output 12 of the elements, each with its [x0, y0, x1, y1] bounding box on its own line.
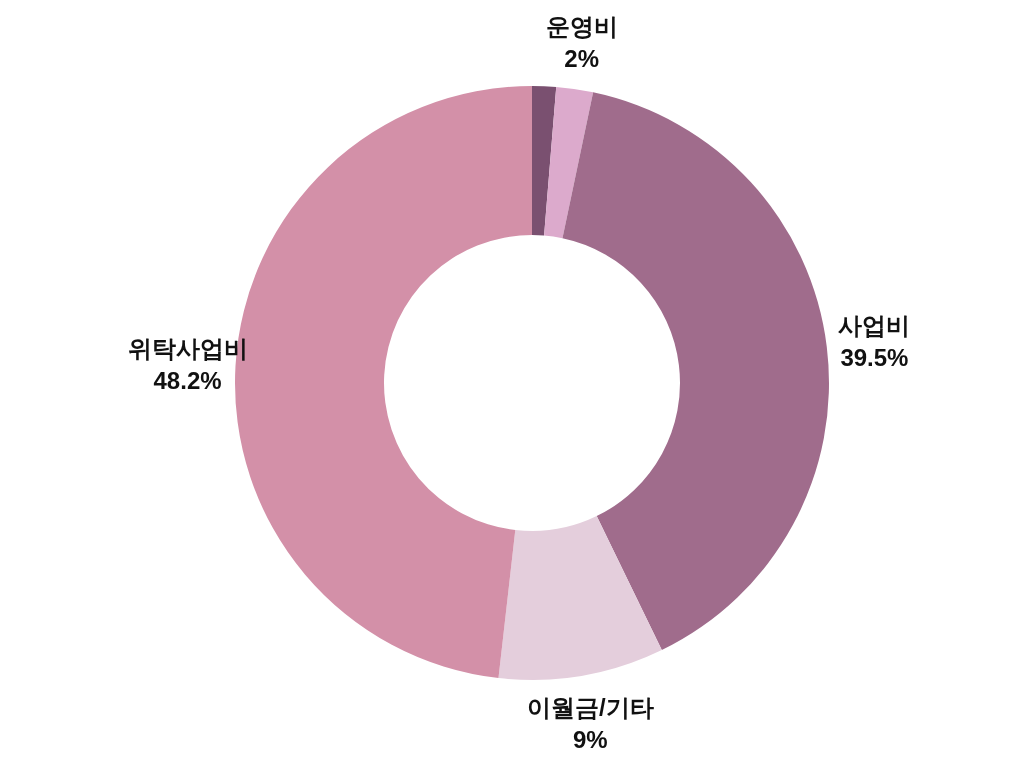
slice-label: 위탁사업비 [127, 334, 248, 362]
donut-slice [532, 86, 557, 236]
slice-label: 운영비 [545, 12, 618, 40]
slice-label: 이월금/기타 [526, 694, 654, 722]
data-label: 48.2% [153, 366, 222, 394]
data-label: 2% [564, 44, 600, 72]
donut-slice [498, 516, 662, 680]
donut-slice [562, 92, 829, 651]
data-label: 9% [572, 726, 608, 754]
donut-slice [544, 86, 594, 239]
data-label: 39.5% [840, 343, 909, 371]
slice-label: 사업비 [838, 311, 911, 339]
